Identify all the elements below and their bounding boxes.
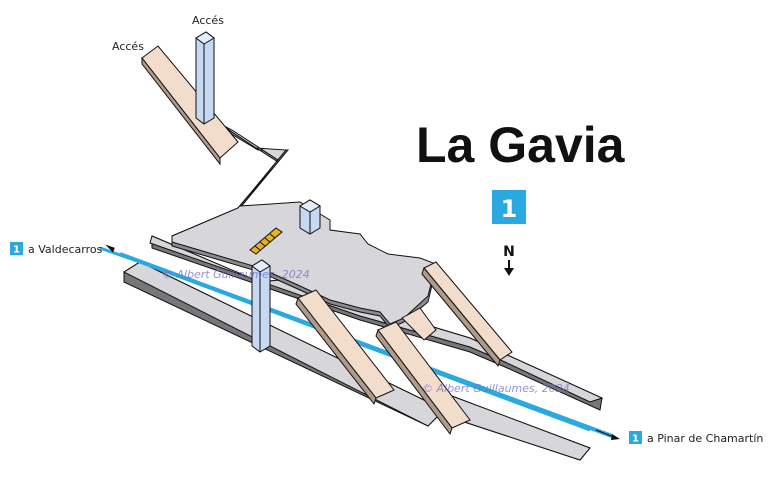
arrow-left-icon — [105, 244, 115, 253]
destination-left-text: a Valdecarros — [28, 243, 103, 256]
stairs-lower-right — [375, 321, 471, 436]
destination-left-badge — [10, 242, 23, 255]
destination-right-line: 1 — [632, 434, 639, 445]
stairs-top-entrance — [141, 45, 239, 166]
line-badge: 1 — [492, 190, 526, 224]
stairs-right-long — [421, 261, 513, 368]
elevator-platform — [251, 259, 271, 353]
stairs-right-short — [401, 307, 437, 341]
destination-left: 1 a Valdecarros — [10, 242, 115, 256]
stairs-middle — [295, 289, 395, 406]
line-badge-box — [492, 190, 526, 224]
destination-right-badge — [629, 431, 642, 444]
arrow-right-icon — [611, 434, 620, 440]
destination-left-line: 1 — [13, 245, 20, 256]
destination-right: 1 a Pinar de Chamartín — [595, 429, 763, 445]
access-label-left: Accés — [112, 40, 144, 53]
tracks — [99, 246, 613, 438]
watermark-1: © Albert Guillaumes, 2024 — [162, 268, 310, 281]
elevator-top — [195, 31, 215, 125]
destination-right-text: a Pinar de Chamartín — [647, 432, 763, 445]
line-badge-number: 1 — [501, 195, 518, 223]
north-label: N — [503, 244, 515, 260]
watermark-2: © Albert Guillaumes, 2024 — [422, 382, 570, 395]
access-label-top: Accés — [192, 14, 224, 27]
elevator-concourse — [299, 199, 321, 235]
track-left-ext — [99, 246, 141, 264]
track-b — [139, 260, 591, 432]
station-title: La Gavia — [416, 117, 626, 173]
north-arrow-icon — [504, 268, 514, 276]
north-indicator: N — [503, 244, 515, 276]
escalator — [249, 227, 283, 255]
